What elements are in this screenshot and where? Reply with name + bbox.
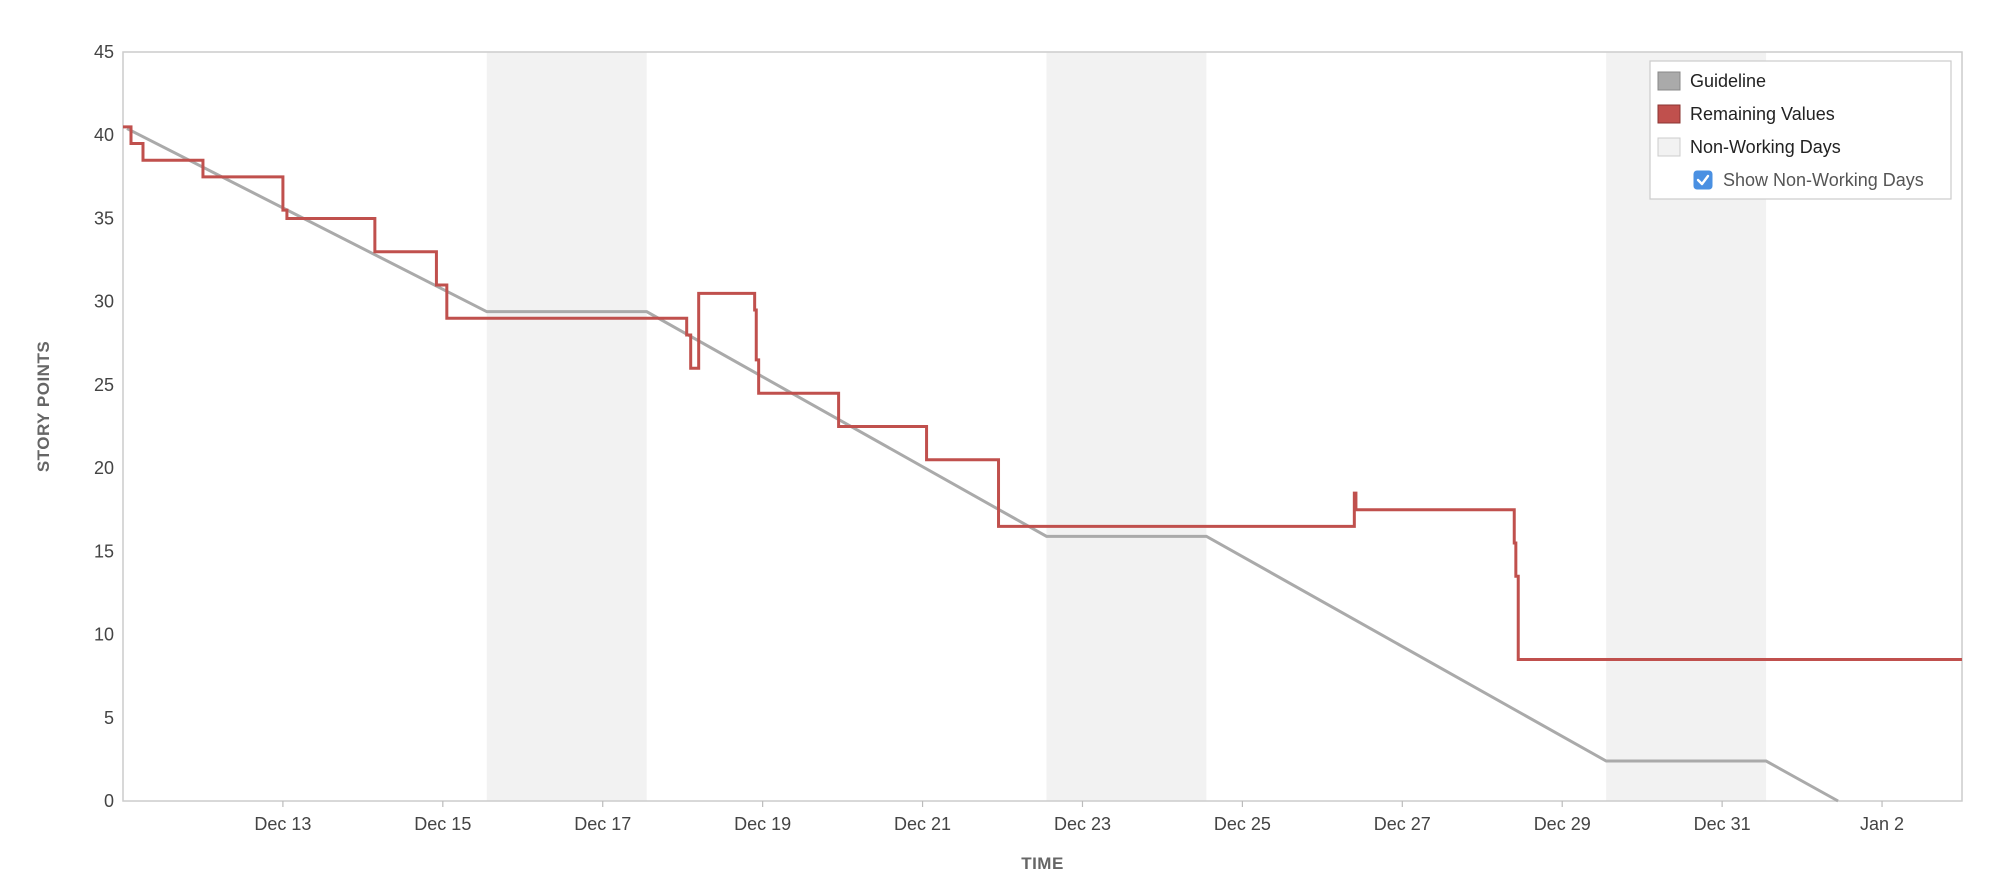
y-tick-label: 0 xyxy=(104,791,114,811)
y-tick-label: 5 xyxy=(104,708,114,728)
show-non-working-days-toggle[interactable]: Show Non-Working Days xyxy=(1693,170,1924,190)
legend-swatch-guideline xyxy=(1657,71,1681,91)
legend-swatch-non-working-days xyxy=(1657,137,1681,157)
legend-swatch-remaining-values xyxy=(1657,104,1681,124)
legend: Guideline Remaining Values Non-Working D… xyxy=(1649,60,1952,200)
x-tick-label: Dec 13 xyxy=(254,814,311,834)
y-axis-title: STORY POINTS xyxy=(34,341,53,472)
legend-entry-guideline[interactable]: Guideline xyxy=(1657,71,1766,91)
x-tick-label: Dec 15 xyxy=(414,814,471,834)
series-line-guideline xyxy=(126,127,1839,803)
y-tick-label: 40 xyxy=(94,125,114,145)
plot-frame xyxy=(122,51,1963,802)
x-axis-title: TIME xyxy=(1021,854,1064,873)
x-tick-label: Dec 27 xyxy=(1374,814,1431,834)
show-non-working-days-label: Show Non-Working Days xyxy=(1723,170,1924,190)
legend-label-remaining-values: Remaining Values xyxy=(1690,104,1835,124)
y-tick-label: 30 xyxy=(94,292,114,312)
y-tick-label: 10 xyxy=(94,625,114,645)
y-tick-label: 45 xyxy=(94,42,114,62)
checkbox-icon[interactable] xyxy=(1693,170,1713,190)
checkmark-icon xyxy=(1696,174,1710,186)
x-tick-label: Dec 29 xyxy=(1534,814,1591,834)
x-tick-label: Dec 21 xyxy=(894,814,951,834)
y-tick-label: 35 xyxy=(94,208,114,228)
legend-label-non-working-days: Non-Working Days xyxy=(1690,137,1841,157)
y-tick-label: 25 xyxy=(94,375,114,395)
y-tick-label: 20 xyxy=(94,458,114,478)
x-tick-label: Dec 19 xyxy=(734,814,791,834)
non-working-days-layer xyxy=(486,52,1767,801)
legend-label-guideline: Guideline xyxy=(1690,71,1766,91)
x-tick-label: Jan 2 xyxy=(1860,814,1904,834)
non-working-days-band xyxy=(1046,52,1207,801)
x-tick-label: Dec 25 xyxy=(1214,814,1271,834)
x-tick-label: Dec 17 xyxy=(574,814,631,834)
y-tick-label: 15 xyxy=(94,541,114,561)
legend-entry-remaining-values[interactable]: Remaining Values xyxy=(1657,104,1835,124)
legend-entry-non-working-days[interactable]: Non-Working Days xyxy=(1657,137,1841,157)
y-axis: 0 5 10 15 20 25 30 35 40 45 xyxy=(94,42,114,811)
x-axis: Dec 13 Dec 15 Dec 17 Dec 19 Dec 21 Dec 23 Dec … xyxy=(254,801,1904,834)
non-working-days-band xyxy=(486,52,647,801)
series-layer xyxy=(123,125,1962,803)
x-tick-label: Dec 23 xyxy=(1054,814,1111,834)
x-tick-label: Dec 31 xyxy=(1694,814,1751,834)
series-line-remaining-values xyxy=(123,125,1962,662)
